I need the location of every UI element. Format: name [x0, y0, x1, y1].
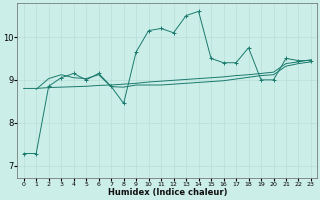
X-axis label: Humidex (Indice chaleur): Humidex (Indice chaleur)	[108, 188, 227, 197]
